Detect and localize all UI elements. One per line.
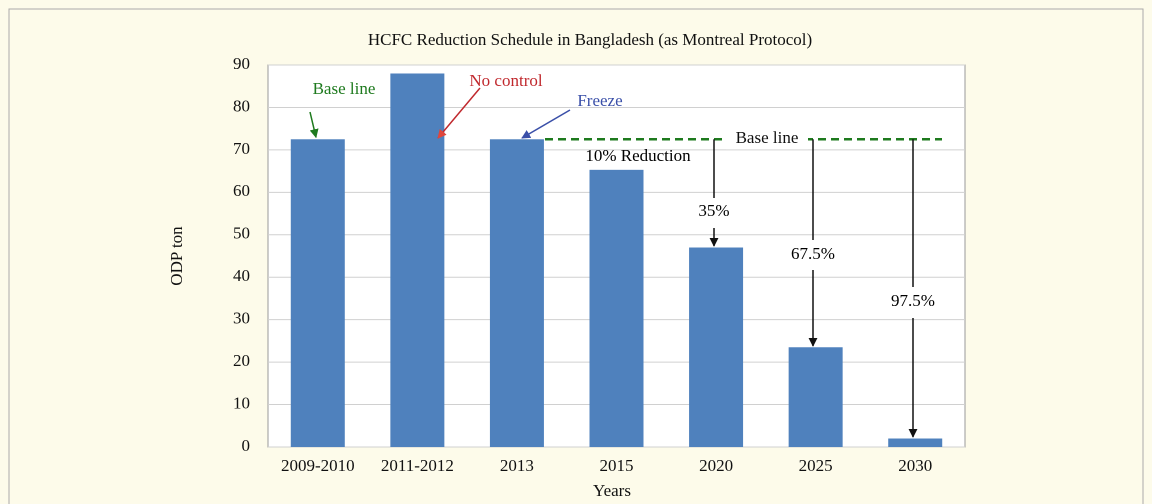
- y-tick-label: 60: [233, 181, 250, 200]
- x-tick-label: 2009-2010: [281, 456, 355, 475]
- annotation: 97.5%: [891, 291, 935, 310]
- y-tick-label: 0: [242, 436, 251, 455]
- y-tick-label: 40: [233, 266, 250, 285]
- annotation: No control: [469, 71, 542, 90]
- y-tick-label: 70: [233, 139, 250, 158]
- annotation-arrow: [521, 109, 571, 139]
- annotation: 35%: [698, 201, 729, 220]
- y-tick-label: 50: [233, 224, 250, 243]
- bar: [689, 247, 744, 447]
- x-tick-label: 2011-2012: [381, 456, 454, 475]
- x-tick-label: 2013: [500, 456, 534, 475]
- x-tick-label: 2020: [699, 456, 733, 475]
- y-tick-label: 20: [233, 351, 250, 370]
- bar: [788, 347, 843, 447]
- annotation-arrow: [437, 87, 481, 139]
- annotation: 67.5%: [791, 244, 835, 263]
- annotation: Freeze: [577, 91, 622, 110]
- bar: [589, 169, 644, 448]
- y-axis-label: ODP ton: [167, 226, 186, 286]
- x-axis-label: Years: [593, 481, 631, 500]
- y-tick-label: 30: [233, 309, 250, 328]
- bar: [888, 438, 943, 447]
- x-tick-label: 2030: [898, 456, 932, 475]
- bar: [290, 139, 345, 447]
- bar: [489, 139, 544, 447]
- y-tick-label: 90: [233, 54, 250, 73]
- chart-title: HCFC Reduction Schedule in Bangladesh (a…: [368, 30, 812, 49]
- annotation-arrow: [309, 111, 319, 139]
- y-tick-label: 10: [233, 393, 250, 412]
- x-tick-label: 2025: [799, 456, 833, 475]
- baseline-label-bg: [726, 129, 808, 150]
- bar: [390, 73, 445, 447]
- y-tick-label: 80: [233, 96, 250, 115]
- annotation: Base line: [313, 79, 376, 98]
- baseline-label: Base line: [736, 128, 799, 147]
- x-tick-label: 2015: [600, 456, 634, 475]
- annotation: 10% Reduction: [585, 146, 691, 165]
